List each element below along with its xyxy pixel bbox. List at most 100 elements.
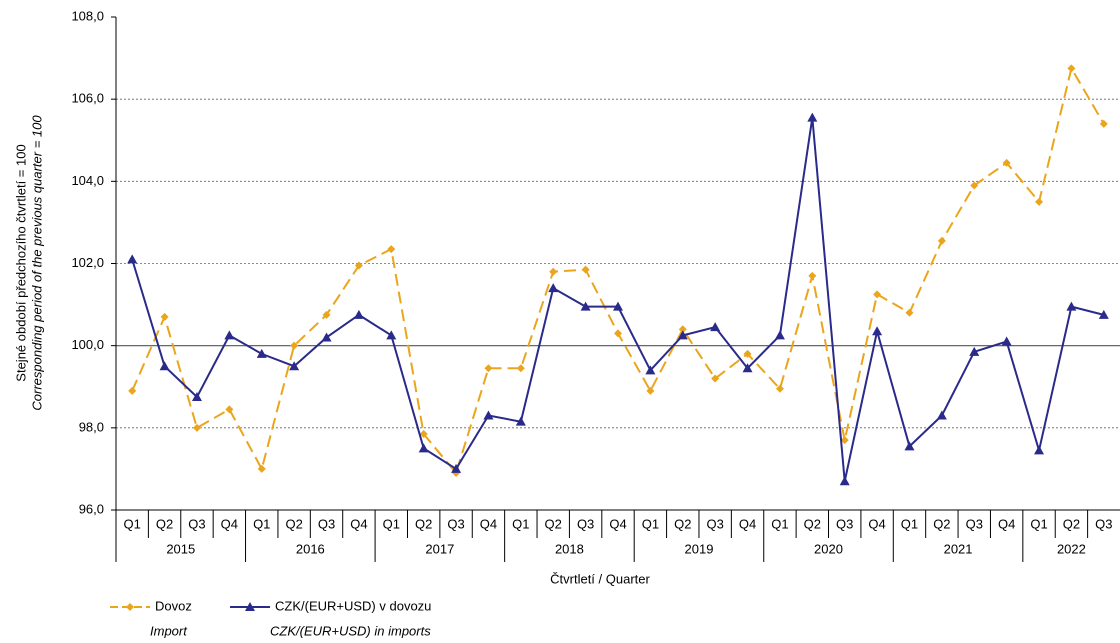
marker <box>646 386 655 395</box>
x-tick-label: Q1 <box>901 516 918 531</box>
marker <box>353 309 364 319</box>
marker <box>711 374 720 383</box>
x-tick-label: Q3 <box>706 516 723 531</box>
legend-label-en: Import <box>150 623 188 638</box>
series-line <box>131 65 1105 476</box>
marker <box>613 301 623 311</box>
marker <box>677 330 688 340</box>
x-tick-label: Q3 <box>318 516 335 531</box>
x-tick-label: Q1 <box>124 516 141 531</box>
y-tick-label: 96,0 <box>79 501 104 516</box>
x-tick-label: Q4 <box>998 516 1015 531</box>
marker <box>256 348 267 358</box>
marker <box>126 603 134 611</box>
marker <box>937 236 946 245</box>
marker <box>419 429 428 438</box>
x-tick-label: Q1 <box>512 516 529 531</box>
x-tick-label: Q4 <box>868 516 885 531</box>
marker <box>191 392 202 402</box>
y-tick-label: 102,0 <box>71 255 104 270</box>
marker <box>224 330 235 340</box>
marker <box>904 441 915 451</box>
marker <box>321 332 332 342</box>
marker <box>873 290 882 299</box>
marker <box>1098 309 1109 319</box>
x-tick-label: Q3 <box>447 516 464 531</box>
marker <box>515 416 526 426</box>
marker <box>127 254 138 264</box>
x-tick-label: Q2 <box>674 516 691 531</box>
marker <box>807 112 818 122</box>
marker <box>1001 336 1012 346</box>
marker <box>1066 301 1077 311</box>
marker <box>580 301 591 311</box>
legend-label: Dovoz <box>155 598 192 613</box>
marker <box>775 384 784 393</box>
x-tick-label: Q4 <box>739 516 756 531</box>
marker <box>840 436 849 445</box>
x-tick-label: Q4 <box>609 516 626 531</box>
y-tick-label: 100,0 <box>71 337 104 352</box>
marker <box>354 261 363 270</box>
marker <box>969 346 980 356</box>
marker <box>548 283 559 293</box>
marker <box>289 361 300 371</box>
marker <box>743 349 752 358</box>
marker <box>516 364 525 373</box>
group-label: 2020 <box>814 541 843 556</box>
x-tick-label: Q2 <box>285 516 302 531</box>
marker <box>614 329 622 338</box>
x-tick-label: Q3 <box>836 516 853 531</box>
x-tick-label: Q1 <box>383 516 400 531</box>
marker <box>484 364 493 373</box>
group-label: 2021 <box>944 541 973 556</box>
marker <box>839 476 850 486</box>
marker <box>245 602 255 611</box>
legend-label: CZK/(EUR+USD) v dovozu <box>275 598 431 613</box>
y-tick-label: 106,0 <box>71 91 104 106</box>
marker <box>1067 64 1076 73</box>
group-label: 2022 <box>1057 541 1086 556</box>
marker <box>774 330 785 340</box>
marker <box>451 463 462 473</box>
marker <box>936 410 947 420</box>
x-tick-label: Q3 <box>1095 516 1112 531</box>
marker <box>225 405 234 414</box>
x-tick-label: Q1 <box>771 516 788 531</box>
marker <box>290 341 299 350</box>
marker <box>418 443 429 453</box>
marker <box>742 363 753 373</box>
marker <box>159 361 170 371</box>
marker <box>581 265 590 274</box>
marker <box>645 365 656 375</box>
marker <box>808 271 817 280</box>
marker <box>549 267 558 276</box>
x-axis-title: Čtvrtletí / Quarter <box>550 571 650 586</box>
x-tick-label: Q3 <box>577 516 594 531</box>
y-axis-title: Corresponding period of the previous qua… <box>29 115 44 411</box>
x-tick-label: Q2 <box>804 516 821 531</box>
group-label: 2018 <box>555 541 584 556</box>
marker <box>192 423 201 432</box>
marker <box>678 325 687 334</box>
x-tick-label: Q1 <box>642 516 659 531</box>
group-label: 2015 <box>166 541 195 556</box>
marker <box>1099 119 1108 128</box>
marker <box>257 464 266 473</box>
marker <box>1035 197 1044 206</box>
x-tick-label: Q2 <box>545 516 562 531</box>
y-tick-label: 108,0 <box>71 8 104 23</box>
marker <box>1002 158 1011 167</box>
y-tick-label: 104,0 <box>71 173 104 188</box>
x-tick-label: Q2 <box>415 516 432 531</box>
x-tick-label: Q4 <box>350 516 367 531</box>
x-tick-label: Q2 <box>1063 516 1080 531</box>
group-label: 2016 <box>296 541 325 556</box>
x-tick-label: Q1 <box>1030 516 1047 531</box>
marker <box>905 308 914 317</box>
marker <box>386 330 397 340</box>
marker <box>160 312 169 321</box>
marker <box>970 181 979 190</box>
y-tick-label: 98,0 <box>79 419 104 434</box>
